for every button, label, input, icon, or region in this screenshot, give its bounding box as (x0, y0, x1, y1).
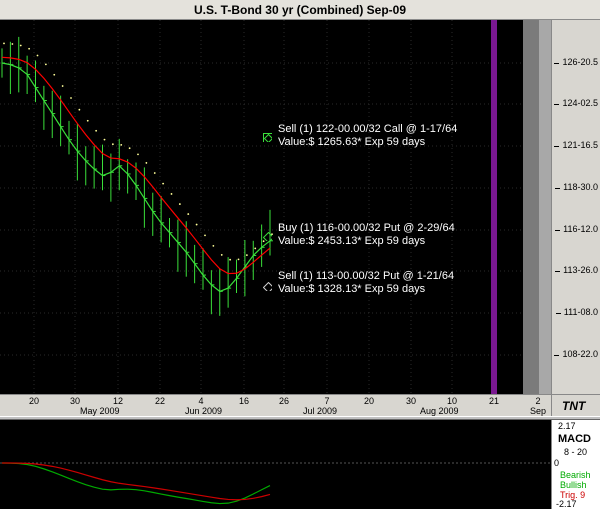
y-tick: 111-08.0 (555, 307, 598, 317)
x-day-tick: 30 (69, 396, 81, 406)
y-tick: 116-12.0 (555, 224, 598, 234)
y-tick: 113-26.0 (555, 265, 598, 275)
x-day-tick: 30 (405, 396, 417, 406)
x-day-tick: 10 (446, 396, 458, 406)
macd-pane[interactable] (0, 420, 551, 509)
stop-dot (120, 144, 123, 146)
stop-dot (153, 172, 156, 174)
price-axis[interactable]: 126-20.5 124-02.5 121-16.5 118-30.0 116-… (551, 20, 600, 396)
stop-dot (145, 162, 148, 164)
stop-dot (36, 54, 39, 57)
macd-plot[interactable] (0, 420, 551, 509)
stop-dot (254, 247, 257, 250)
y-tick: 118-30.0 (555, 182, 598, 192)
annotation-sell-put: Sell (1) 113-00.00/32 Put @ 1-21/64 Valu… (278, 270, 455, 295)
x-day-tick: 22 (154, 396, 166, 406)
stop-dot (245, 254, 248, 257)
macd-title: MACD (558, 433, 591, 445)
macd-bearish: Bearish (560, 470, 591, 480)
stop-dot (3, 42, 5, 45)
call-marker-icon[interactable] (263, 133, 272, 142)
x-day-tick: 4 (198, 396, 204, 406)
stop-dot (19, 44, 22, 47)
y-tick: 108-22.0 (554, 349, 598, 359)
annotation-buy-put: Buy (1) 116-00.00/32 Put @ 2-29/64 Value… (278, 222, 455, 247)
macd-trigger-line (1, 462, 271, 501)
future-region (539, 20, 551, 394)
x-day-tick: 12 (112, 396, 124, 406)
x-day-tick: 26 (278, 396, 290, 406)
x-day-tick: 20 (363, 396, 375, 406)
x-month-label: May 2009 (80, 406, 120, 416)
sell-put-marker-icon[interactable] (263, 282, 272, 291)
macd-params: 8 - 20 (564, 447, 588, 457)
stop-dot (61, 85, 64, 87)
stop-dot (204, 234, 206, 237)
stop-dot (195, 223, 198, 226)
x-month-label: Sep (530, 406, 547, 416)
x-month-label: Jun 2009 (185, 406, 223, 416)
date-axis[interactable]: 20 30 12 22 4 16 26 7 20 30 10 21 2 May … (0, 394, 551, 416)
price-chart[interactable]: 126-20.5 124-02.5 121-16.5 118-30.0 116-… (0, 20, 600, 416)
stop-dot (103, 138, 106, 141)
stop-dot (187, 213, 190, 215)
stop-dot (271, 233, 273, 236)
macd-legend: 2.17 MACD 8 - 20 0 Bearish Bullish Trig.… (551, 420, 600, 509)
macd-line (1, 462, 271, 505)
pane-splitter[interactable] (0, 416, 600, 420)
annotation-sell-call: Sell (1) 122-00.00/32 Call @ 1-17/64 Val… (278, 123, 458, 148)
expiry-line (491, 20, 497, 394)
stop-dot (220, 254, 223, 256)
ema-line (1, 56, 271, 275)
y-tick: 124-02.5 (554, 98, 598, 108)
stop-dot (137, 153, 139, 156)
stop-dot (128, 147, 131, 150)
stop-dot (162, 182, 165, 185)
tnt-logo: TNT (551, 394, 600, 416)
price-plot[interactable] (0, 20, 551, 394)
macd-bullish: Bullish (560, 480, 587, 490)
x-day-tick: 21 (488, 396, 500, 406)
x-month-label: Jul 2009 (303, 406, 338, 416)
stop-dot (44, 63, 47, 66)
macd-trig: Trig. 9 (560, 490, 586, 500)
stop-dot (95, 129, 98, 132)
price-ma-line (1, 62, 271, 293)
y-tick: 126-20.5 (554, 57, 598, 67)
stop-dot (111, 143, 114, 146)
stop-dot (212, 244, 215, 247)
stop-dot (86, 119, 89, 122)
x-day-tick: 20 (28, 396, 40, 406)
x-month-label: Aug 2009 (420, 406, 459, 416)
stop-dot (237, 258, 240, 261)
macd-bottom-value: -2.17 (556, 499, 577, 509)
put-marker-icon[interactable] (263, 232, 272, 241)
stop-dot (11, 43, 14, 45)
stop-dot (229, 258, 232, 261)
y-tick: 121-16.5 (554, 140, 598, 150)
window-title: U.S. T-Bond 30 yr (Combined) Sep-09 (0, 0, 600, 20)
stop-dot (28, 47, 31, 50)
stop-dot (70, 97, 72, 99)
stop-dot (178, 203, 181, 205)
x-day-tick: 16 (238, 396, 250, 406)
macd-top-value: 2.17 (558, 421, 576, 431)
x-day-tick: 2 (535, 396, 541, 406)
x-day-tick: 7 (324, 396, 330, 406)
stop-dot (53, 73, 56, 76)
stop-dot (78, 108, 81, 111)
stop-dot (170, 193, 173, 195)
stop-dot (262, 240, 265, 243)
macd-zero-label: 0 (554, 458, 560, 468)
